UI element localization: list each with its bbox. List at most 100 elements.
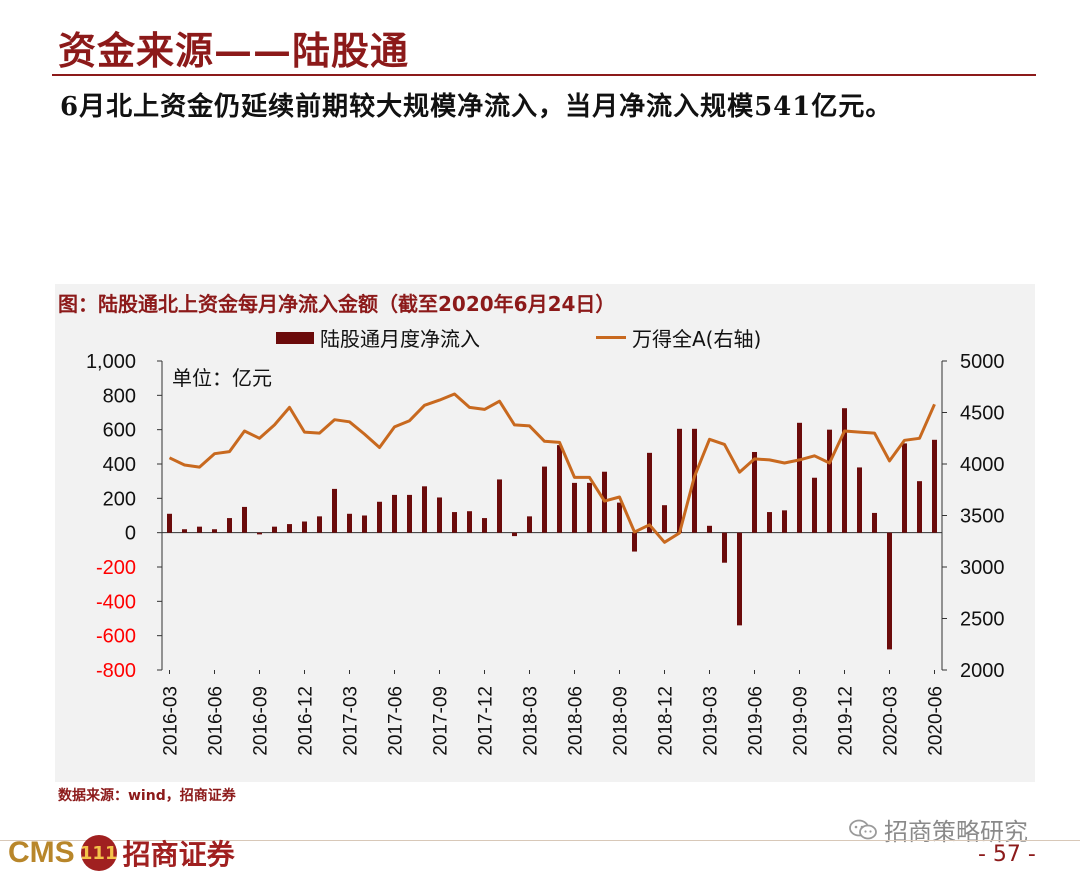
legend-line-label: 万得全A(右轴) bbox=[632, 327, 762, 351]
x-tick-label: 2016-09 bbox=[251, 686, 272, 756]
logo-cms-text: CMS bbox=[8, 836, 75, 869]
legend-line-swatch bbox=[596, 336, 626, 339]
bar bbox=[497, 479, 502, 533]
title-divider bbox=[52, 74, 1036, 76]
x-tick-label: 2019-03 bbox=[701, 686, 722, 756]
bar bbox=[887, 532, 892, 650]
wechat-watermark: 招商策略研究 bbox=[848, 812, 1028, 847]
bar bbox=[782, 510, 787, 533]
bar bbox=[722, 532, 727, 563]
bar bbox=[527, 516, 532, 533]
x-tick-label: 2017-09 bbox=[431, 686, 452, 756]
bar bbox=[332, 488, 337, 533]
bar bbox=[452, 512, 457, 533]
bar-series bbox=[162, 408, 942, 650]
bar bbox=[227, 518, 232, 533]
bar bbox=[392, 494, 397, 533]
bar bbox=[167, 513, 172, 533]
bar bbox=[572, 482, 577, 533]
page-subtitle: 6月北上资金仍延续前期较大规模净流入，当月净流入规模541亿元。 bbox=[60, 92, 893, 122]
right-tick-label: 4000 bbox=[960, 454, 1005, 476]
bar bbox=[257, 532, 262, 535]
bar bbox=[797, 422, 802, 533]
x-tick-label: 2019-09 bbox=[791, 686, 812, 756]
right-tick-label: 5000 bbox=[960, 351, 1005, 373]
bar bbox=[347, 513, 352, 533]
left-tick-label: -600 bbox=[96, 626, 136, 648]
x-tick-label: 2019-12 bbox=[836, 686, 857, 756]
right-tick-label: 2500 bbox=[960, 609, 1005, 631]
bar bbox=[512, 532, 517, 537]
bar bbox=[932, 439, 937, 533]
x-tick-label: 2017-12 bbox=[476, 686, 497, 756]
bar bbox=[842, 408, 847, 533]
left-tick-label: 400 bbox=[103, 454, 136, 476]
left-tick-label: 800 bbox=[103, 385, 136, 407]
logo-badge-icon: 111 bbox=[80, 835, 117, 871]
bar bbox=[617, 502, 622, 533]
bar bbox=[377, 501, 382, 533]
bar bbox=[317, 516, 322, 533]
bar bbox=[407, 494, 412, 533]
legend-bar-swatch bbox=[276, 331, 314, 344]
bar bbox=[647, 452, 652, 533]
bar bbox=[542, 466, 547, 533]
x-tick-label: 2018-12 bbox=[656, 686, 677, 756]
bar bbox=[422, 486, 427, 533]
left-tick-label: -800 bbox=[96, 660, 136, 682]
x-tick-label: 2016-06 bbox=[206, 686, 227, 756]
x-tick-label: 2018-06 bbox=[566, 686, 587, 756]
page-number: - 57 - bbox=[978, 842, 1036, 867]
right-tick-label: 2000 bbox=[960, 660, 1005, 682]
x-tick-label: 2020-06 bbox=[926, 686, 947, 756]
left-tick-label: 600 bbox=[103, 420, 136, 442]
bar bbox=[242, 506, 247, 533]
right-tick-label: 3000 bbox=[960, 557, 1005, 579]
left-tick-label: 200 bbox=[103, 488, 136, 510]
bar bbox=[182, 529, 187, 533]
bar bbox=[632, 532, 637, 552]
x-tick-label: 2017-03 bbox=[341, 686, 362, 756]
bar bbox=[557, 445, 562, 533]
right-tick-label: 3500 bbox=[960, 506, 1005, 528]
footer-divider bbox=[0, 840, 1080, 841]
legend-bar-label: 陆股通月度净流入 bbox=[320, 327, 480, 351]
bar bbox=[587, 482, 592, 533]
left-tick-label: 0 bbox=[125, 523, 136, 545]
x-tick-label: 2016-12 bbox=[296, 686, 317, 756]
bar bbox=[482, 518, 487, 533]
line-series-path bbox=[168, 392, 936, 544]
bar bbox=[212, 529, 217, 533]
bar bbox=[197, 526, 202, 533]
unit-label: 单位：亿元 bbox=[172, 366, 272, 390]
bar bbox=[662, 505, 667, 533]
wechat-text: 招商策略研究 bbox=[884, 818, 1028, 846]
legend-item-bars: 陆股通月度净流入 bbox=[276, 323, 480, 352]
data-source: 数据来源：wind，招商证券 bbox=[58, 788, 236, 804]
bar bbox=[677, 428, 682, 533]
x-tick-label: 2018-09 bbox=[611, 686, 632, 756]
bar bbox=[767, 512, 772, 533]
x-tick-label: 2019-06 bbox=[746, 686, 767, 756]
bar bbox=[737, 532, 742, 626]
x-tick-label: 2020-03 bbox=[881, 686, 902, 756]
line-series bbox=[168, 392, 936, 544]
bar bbox=[872, 512, 877, 533]
bar bbox=[287, 524, 292, 533]
left-tick-label: -200 bbox=[96, 557, 136, 579]
right-tick-label: 4500 bbox=[960, 403, 1005, 425]
wechat-icon bbox=[849, 819, 877, 839]
x-tick-label: 2017-06 bbox=[386, 686, 407, 756]
left-axis: 1,000 800 600 400 200 0 -200 -400 -600 -800 bbox=[86, 351, 163, 682]
chart-title: 图：陆股通北上资金每月净流入金额（截至2020年6月24日） bbox=[58, 292, 616, 316]
bar bbox=[812, 477, 817, 533]
bar bbox=[917, 481, 922, 533]
company-logo: CMS 111 招商证券 bbox=[8, 833, 235, 873]
bar bbox=[362, 515, 367, 533]
bar bbox=[707, 525, 712, 533]
left-tick-label: 1,000 bbox=[86, 351, 136, 373]
bar bbox=[827, 429, 832, 533]
left-tick-label: -400 bbox=[96, 591, 136, 613]
bar bbox=[302, 521, 307, 533]
